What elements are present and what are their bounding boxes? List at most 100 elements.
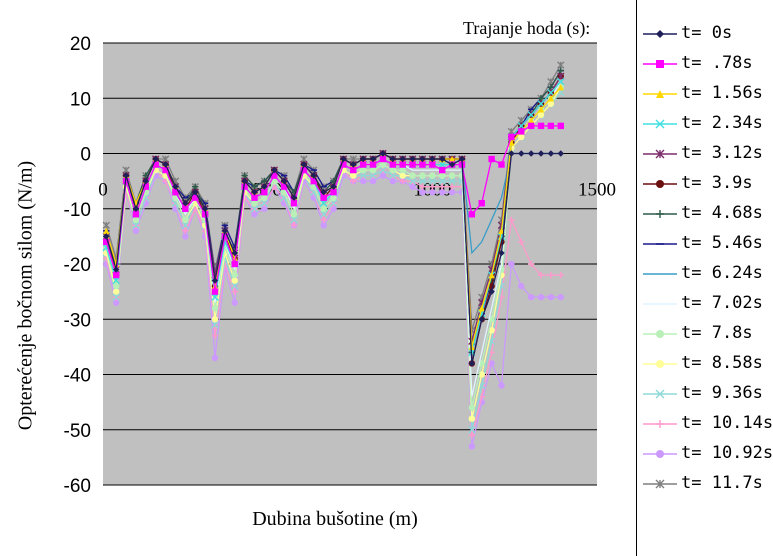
data-point [547,271,555,279]
data-point [359,155,367,163]
data-point [439,183,446,190]
data-point [320,222,327,229]
data-point [201,211,209,218]
data-point [103,255,110,262]
data-point [478,200,485,207]
data-point [389,171,397,180]
data-point [439,166,446,174]
data-point [379,166,387,174]
y-tick-label: -10 [64,200,91,221]
data-point [261,188,268,196]
data-point [448,161,456,168]
data-point [379,150,387,157]
data-point [389,155,397,163]
data-point [310,172,317,179]
data-point [261,194,268,201]
legend-label: t= 10.92s [681,443,773,463]
legend-item: t= 10.14s [637,410,773,440]
data-point [231,299,238,306]
y-tick-label: 0 [80,145,91,166]
data-point [537,100,545,108]
data-point [320,194,327,201]
legend-swatch [643,450,677,458]
data-point [399,172,406,179]
legend: t= 0s t= .78s t= 1.56s t= 2.34s t= 3.12s t= 3… [636,0,773,556]
legend-label: t= 5.46s [681,233,763,253]
data-point [231,260,238,268]
data-point [211,288,219,295]
data-point [408,177,417,185]
data-point [537,271,545,279]
data-point [527,122,535,130]
data-point [448,177,456,185]
data-point [518,238,525,246]
legend-label: t= 0s [681,23,733,43]
data-point [319,199,328,207]
data-point [182,205,189,212]
x-axis-label: Dubina bušotine (m) [252,508,418,530]
data-point [429,161,436,168]
data-point [280,177,288,185]
legend-label: t= 4.68s [681,203,763,223]
data-point [547,100,555,107]
data-point [537,111,545,119]
legend-swatch [643,180,677,188]
data-point [527,260,535,268]
data-point [349,155,357,163]
data-point [112,293,120,301]
data-point [211,354,219,362]
data-point [369,171,377,180]
y-axis-label: Opterećenje bočnom silom (N/m) [14,160,37,431]
data-point [201,205,209,212]
data-point [468,443,476,450]
data-point [271,166,278,174]
data-point [320,216,327,223]
data-point [655,119,665,129]
y-tick-label: 10 [70,89,91,110]
data-point [379,172,387,179]
data-point [508,150,515,157]
data-point [468,426,476,434]
data-point [231,277,238,284]
data-point [537,293,545,301]
data-point [181,221,190,230]
data-point [122,166,130,174]
data-point [211,282,219,290]
data-point [162,161,169,168]
data-point [399,166,406,174]
data-point [508,260,515,268]
data-point [448,183,456,190]
data-point [241,177,248,185]
legend-label: t= 7.8s [681,323,753,343]
data-point [508,216,515,223]
data-point [290,200,298,207]
data-point [231,271,238,279]
data-point [319,210,328,218]
data-point [231,249,238,257]
data-point [656,360,664,368]
legend-item: t= 3.9s [637,170,773,200]
data-point [557,84,564,91]
data-point [379,155,387,163]
data-point [468,404,476,411]
data-point [409,183,416,190]
data-point [112,288,120,295]
data-point [517,122,525,130]
data-point [508,139,515,146]
y-tick-label: 20 [70,34,91,55]
data-point [547,293,555,301]
data-point [359,166,367,174]
data-point [280,183,288,190]
data-point [350,172,357,179]
data-point [221,227,229,235]
data-point [103,238,110,246]
legend-item: t= 7.02s [637,290,773,320]
data-point [172,188,179,196]
data-point [508,133,515,141]
legend-swatch [643,30,677,38]
data-point [350,166,357,174]
data-point [438,160,446,169]
data-point [250,205,259,213]
data-point [537,95,545,102]
data-point [429,155,436,163]
